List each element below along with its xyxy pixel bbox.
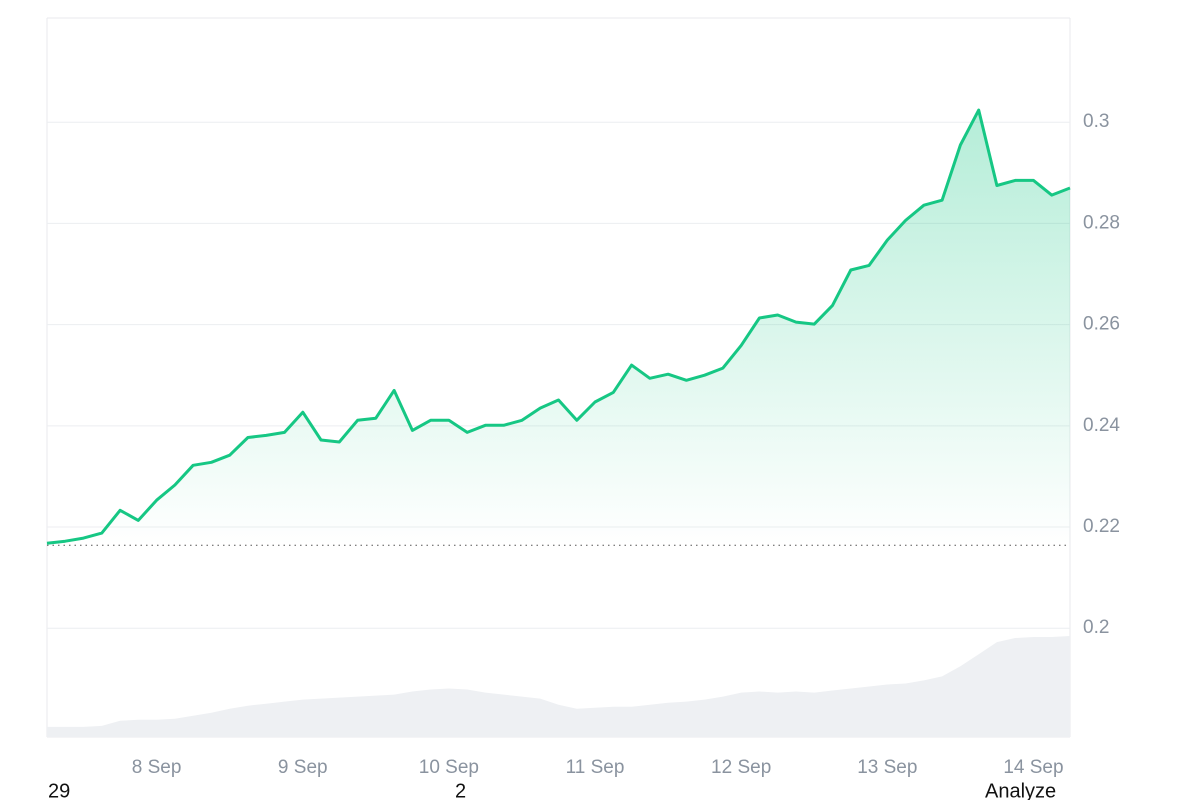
price-area [47,110,1070,546]
y-tick-label: 0.3 [1083,111,1109,132]
y-tick-label: 0.28 [1083,212,1120,233]
x-tick-label: 9 Sep [278,757,328,778]
volume-area [47,636,1070,737]
x-tick-label: 12 Sep [711,757,771,778]
x-tick-label: 8 Sep [132,757,182,778]
x-tick-label: 11 Sep [566,757,625,778]
analyze-button[interactable]: Analyze [985,780,1056,802]
x-tick-label: 10 Sep [419,757,479,778]
x-tick-label: 14 Sep [1003,757,1063,778]
bottom-text: 29 [48,780,70,800]
x-tick-label: 13 Sep [857,757,917,778]
bottom-text: 2 [455,780,466,800]
y-tick-label: 0.22 [1083,516,1120,537]
y-tick-label: 0.24 [1083,415,1120,436]
price-line [46,108,1071,545]
y-tick-label: 0.26 [1083,314,1120,335]
y-tick-label: 0.2 [1083,617,1109,638]
